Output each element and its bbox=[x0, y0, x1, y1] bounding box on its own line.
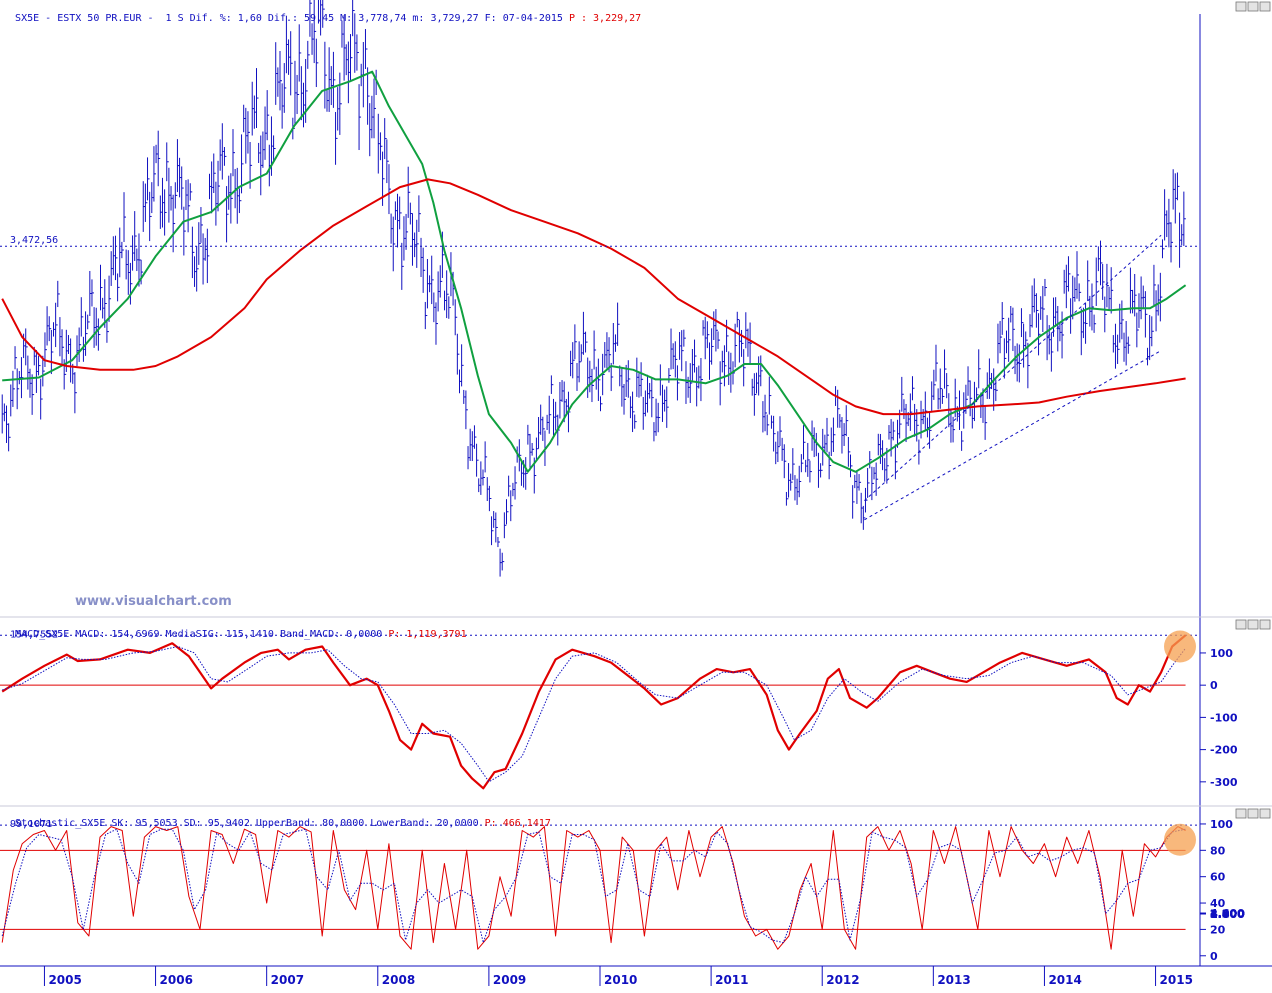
stoch-ytick-label-0: 100 bbox=[1210, 818, 1233, 831]
macd-ytick-label-1: 0 bbox=[1210, 679, 1218, 692]
window-control-1-2 bbox=[1259, 619, 1271, 630]
macd-line bbox=[1, 634, 1187, 790]
xtick-label-0: 2005 bbox=[48, 973, 81, 987]
xtick-label-1: 2006 bbox=[160, 973, 193, 987]
xtick-label-6: 2011 bbox=[715, 973, 748, 987]
price-ytick-label-8: 3.000 bbox=[1210, 908, 1245, 921]
moving-average-short-line bbox=[2, 70, 1187, 473]
stoch-ytick-label-3: 40 bbox=[1210, 897, 1226, 910]
window-control-2-0 bbox=[1235, 808, 1247, 819]
price-ytick-label-4: 3.800 bbox=[1210, 907, 1245, 920]
price-ytick-label-13: 2.000 bbox=[1210, 908, 1245, 921]
price-header-close: P : 3,229,27 bbox=[562, 13, 642, 24]
axis-background bbox=[1200, 14, 1272, 989]
window-control-0-2 bbox=[1259, 1, 1271, 12]
price-ytick-label-9: 2.800 bbox=[1210, 908, 1245, 921]
price-ytick-label-12: 2.200 bbox=[1210, 908, 1245, 921]
macd-header: MACD_SX5E MACD: 154,6969 MediaSIG: 115,1… bbox=[3, 618, 467, 640]
window-control-2-2 bbox=[1259, 808, 1271, 819]
price-ytick-label-14: 1.800 bbox=[1210, 908, 1245, 921]
stoch-header-close: P: 466,1417 bbox=[478, 818, 551, 829]
xtick-label-5: 2010 bbox=[604, 973, 637, 987]
macd-highlight-circle bbox=[1164, 630, 1196, 663]
stoch-header-main: Stochastic_SX5E SK: 95,5053 SD: 95,9402 … bbox=[15, 818, 479, 829]
moving-average-long-line bbox=[1, 178, 1186, 416]
macd-ytick-label-0: 100 bbox=[1210, 647, 1233, 660]
macd-header-main: MACD_SX5E MACD: 154,6969 MediaSIG: 115,1… bbox=[15, 629, 383, 640]
xtick-label-9: 2014 bbox=[1048, 973, 1081, 987]
price-ytick-label-15: 1.600 bbox=[1210, 908, 1245, 921]
price-ytick-label-11: 2.400 bbox=[1210, 908, 1245, 921]
price-ytick-label-10: 2.600 bbox=[1210, 908, 1245, 921]
price-ytick-label-6: 3.400 bbox=[1210, 907, 1245, 920]
xtick-label-2: 2007 bbox=[271, 973, 304, 987]
xtick-label-4: 2009 bbox=[493, 973, 526, 987]
xtick-label-3: 2008 bbox=[382, 973, 415, 987]
stoch-header: Stochastic_SX5E SK: 95,5053 SD: 95,9402 … bbox=[3, 807, 551, 829]
window-control-2-1 bbox=[1247, 808, 1259, 819]
stoch-ytick-label-5: 0 bbox=[1210, 950, 1218, 963]
macd-ytick-label-2: -100 bbox=[1210, 711, 1238, 724]
xtick-label-10: 2015 bbox=[1160, 973, 1193, 987]
macd-ytick-label-3: -200 bbox=[1210, 744, 1238, 757]
window-control-1-1 bbox=[1247, 619, 1259, 630]
window-control-0-0 bbox=[1235, 1, 1247, 12]
window-control-0-1 bbox=[1247, 1, 1259, 12]
window-control-1-0 bbox=[1235, 619, 1247, 630]
price-ytick-label-3: 4.000 bbox=[1210, 907, 1245, 920]
macd-header-close: P: 1,119,3791 bbox=[382, 629, 467, 640]
trend-channel-line-1 bbox=[864, 350, 1162, 521]
price-level-label: 3,472,56 bbox=[10, 235, 58, 246]
price-ytick-label-5: 3.600 bbox=[1210, 907, 1245, 920]
watermark-text: www.visualchart.com bbox=[75, 594, 232, 609]
trend-channel-line-0 bbox=[864, 234, 1162, 501]
price-header-main: SX5E - ESTX 50 PR.EUR - 1 S Dif. %: 1,60… bbox=[15, 13, 563, 24]
stoch-ytick-label-2: 60 bbox=[1210, 871, 1226, 884]
price-header: SX5E - ESTX 50 PR.EUR - 1 S Dif. %: 1,60… bbox=[3, 2, 641, 24]
stoch-ytick-label-4: 20 bbox=[1210, 923, 1226, 936]
stoch-upper-level-label: 99,1071 bbox=[10, 819, 52, 830]
xtick-label-7: 2012 bbox=[826, 973, 859, 987]
price-ytick-label-1: 4.400 bbox=[1210, 907, 1245, 920]
xtick-label-8: 2013 bbox=[937, 973, 970, 987]
stoch-d-line bbox=[1, 828, 1186, 944]
macd-upper-level-label: 154,7552 bbox=[10, 629, 58, 640]
stoch-ytick-label-1: 80 bbox=[1210, 844, 1226, 857]
price-ytick-label-0: 4.600 bbox=[1210, 907, 1245, 920]
price-ytick-label-2: 4.200 bbox=[1210, 907, 1245, 920]
stoch-k-line bbox=[1, 826, 1186, 950]
macd-signal-line bbox=[2, 646, 1186, 783]
macd-ytick-label-4: -300 bbox=[1210, 776, 1238, 789]
stoch-highlight-circle bbox=[1164, 823, 1196, 856]
price-ytick-label-7: 3.200 bbox=[1210, 907, 1245, 920]
